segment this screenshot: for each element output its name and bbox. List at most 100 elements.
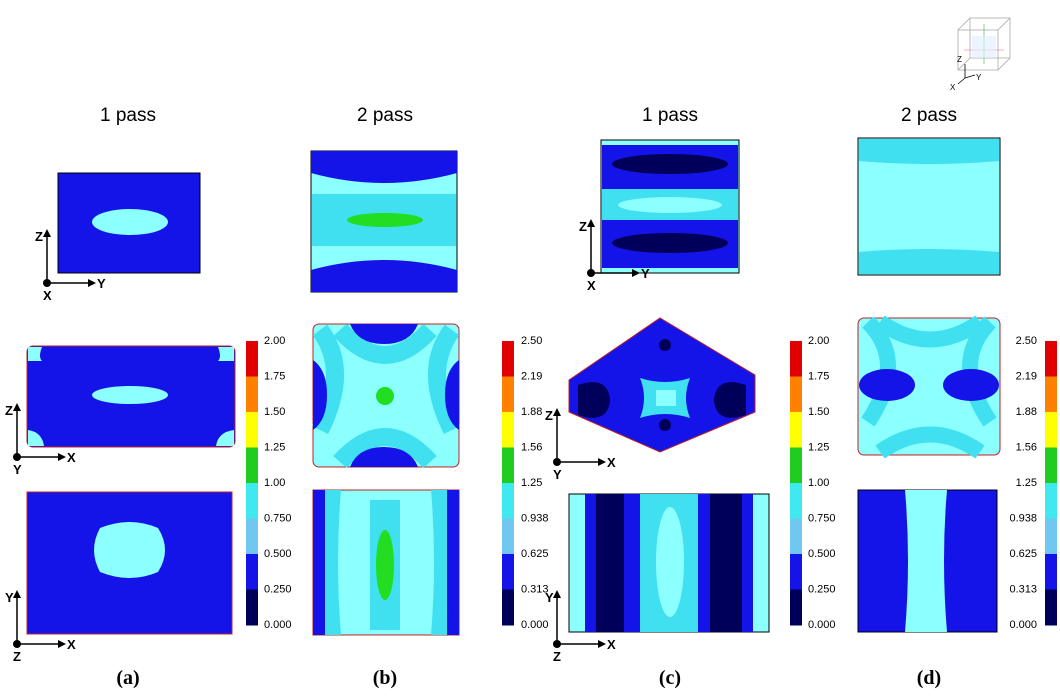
axis-label: Y	[97, 276, 106, 291]
colorbar-segment	[502, 447, 514, 484]
colorbar-tick-label: 1.75	[264, 370, 285, 382]
panel-label: (a)	[116, 667, 139, 689]
colorbar-segment	[502, 589, 514, 626]
colorbar-segment	[502, 518, 514, 555]
colorbar-segment	[502, 341, 514, 377]
colorbar-segment	[790, 483, 802, 519]
column-header: 2 pass	[357, 105, 413, 126]
icon-axis-label: X	[950, 83, 956, 92]
axis-label: Y	[553, 467, 562, 482]
colorbar-segment	[1045, 589, 1057, 626]
arrow-head	[13, 590, 66, 648]
axis-label: Y	[641, 266, 650, 281]
axis-label: X	[67, 637, 76, 652]
colorbar-segment	[1045, 341, 1057, 377]
colorbar-tick-label: 0.250	[808, 583, 836, 595]
contour-plot	[568, 317, 756, 453]
arrow-head	[43, 229, 96, 287]
colorbar-segment	[790, 589, 802, 626]
axis-origin	[553, 640, 561, 648]
colorbar-tick-label: 2.19	[1016, 370, 1037, 382]
colorbar-tick-label: 0.750	[808, 512, 836, 524]
axis-label: Y	[545, 590, 554, 605]
contour-plot	[26, 491, 233, 635]
colorbar-segment	[1045, 518, 1057, 555]
colorbar-segment	[246, 518, 258, 555]
arrow-head	[553, 590, 606, 648]
colorbar-tick-label: 1.56	[521, 441, 542, 453]
colorbar-tick-label: 0.000	[808, 619, 836, 631]
colorbar-segment	[246, 447, 258, 484]
colorbar-tick-label: 1.50	[264, 406, 285, 418]
axis-label: X	[607, 637, 616, 652]
colorbar-tick-label: 0.250	[264, 583, 292, 595]
axis-label: X	[587, 278, 596, 293]
colorbar-tick-label: 1.75	[808, 370, 829, 382]
colorbar-tick-label: 0.938	[521, 512, 549, 524]
colorbar-tick-label: 0.313	[521, 583, 549, 595]
icon-axis-label: Z	[957, 55, 962, 64]
colorbar-tick-label: 1.25	[264, 441, 285, 453]
colorbar-tick-label: 1.56	[1016, 441, 1037, 453]
colorbar-tick-label: 0.000	[264, 619, 292, 631]
colorbar-tick-label: 2.19	[521, 370, 542, 382]
colorbar-tick-label: 1.25	[521, 477, 542, 489]
cube-icon	[957, 17, 1011, 85]
colorbar-segment	[246, 589, 258, 626]
panel-label: (d)	[917, 667, 941, 689]
colorbar-tick-label: 2.50	[1016, 335, 1037, 347]
colorbar-segment	[1045, 447, 1057, 484]
contour-plot	[857, 489, 998, 633]
axis-label: X	[43, 288, 52, 303]
colorbar-tick-label: 1.25	[1016, 477, 1037, 489]
colorbar-segment	[502, 412, 514, 448]
icon-axis-label: Y	[976, 73, 982, 82]
axis-label: Z	[5, 403, 13, 418]
colorbar-segment	[1045, 483, 1057, 519]
axis-origin	[13, 640, 21, 648]
axis-label: X	[607, 455, 616, 470]
panel-label: (c)	[659, 667, 681, 689]
axis-label: Z	[545, 408, 553, 423]
axis-label: Z	[579, 219, 587, 234]
contour-plot	[857, 137, 1001, 276]
contour-plot	[857, 315, 1001, 459]
colorbar-segment	[246, 341, 258, 377]
colorbar-segment	[502, 554, 514, 590]
axis-label: Z	[13, 649, 21, 664]
axis-label: X	[67, 450, 76, 465]
colorbar-tick-label: 2.50	[521, 335, 542, 347]
colorbar-segment	[1045, 412, 1057, 448]
colorbar-tick-label: 1.88	[1016, 406, 1037, 418]
contour-plot	[26, 345, 236, 448]
arrow-head	[587, 219, 640, 277]
contour-plot	[568, 493, 770, 633]
colorbar-tick-label: 0.000	[521, 619, 549, 631]
arrow-head	[553, 408, 606, 466]
colorbar-tick-label: 0.500	[264, 548, 292, 560]
colorbar-tick-label: 1.00	[808, 477, 829, 489]
axis-label: Z	[35, 229, 43, 244]
contour-plot	[600, 139, 740, 274]
arrow-head	[13, 403, 66, 461]
axis-label: Z	[553, 649, 561, 664]
colorbar-segment	[790, 412, 802, 448]
axis-origin	[587, 269, 595, 277]
colorbar-segment	[246, 483, 258, 519]
colorbar-tick-label: 0.313	[1009, 583, 1037, 595]
colorbar-segment	[1045, 554, 1057, 590]
contour-plot	[311, 323, 461, 469]
colorbar-tick-label: 1.00	[264, 477, 285, 489]
colorbar-tick-label: 0.938	[1009, 512, 1037, 524]
colorbar-tick-label: 0.750	[264, 512, 292, 524]
column-header: 2 pass	[901, 105, 957, 126]
colorbar-tick-label: 1.50	[808, 406, 829, 418]
colorbar-tick-label: 0.500	[808, 548, 836, 560]
colorbar-tick-label: 0.625	[521, 548, 549, 560]
colorbar-segment	[790, 376, 802, 413]
contour-plot	[310, 150, 458, 293]
colorbar-segment	[790, 447, 802, 484]
column-header: 1 pass	[642, 105, 698, 126]
colorbar-tick-label: 0.625	[1009, 548, 1037, 560]
axis-origin	[43, 279, 51, 287]
